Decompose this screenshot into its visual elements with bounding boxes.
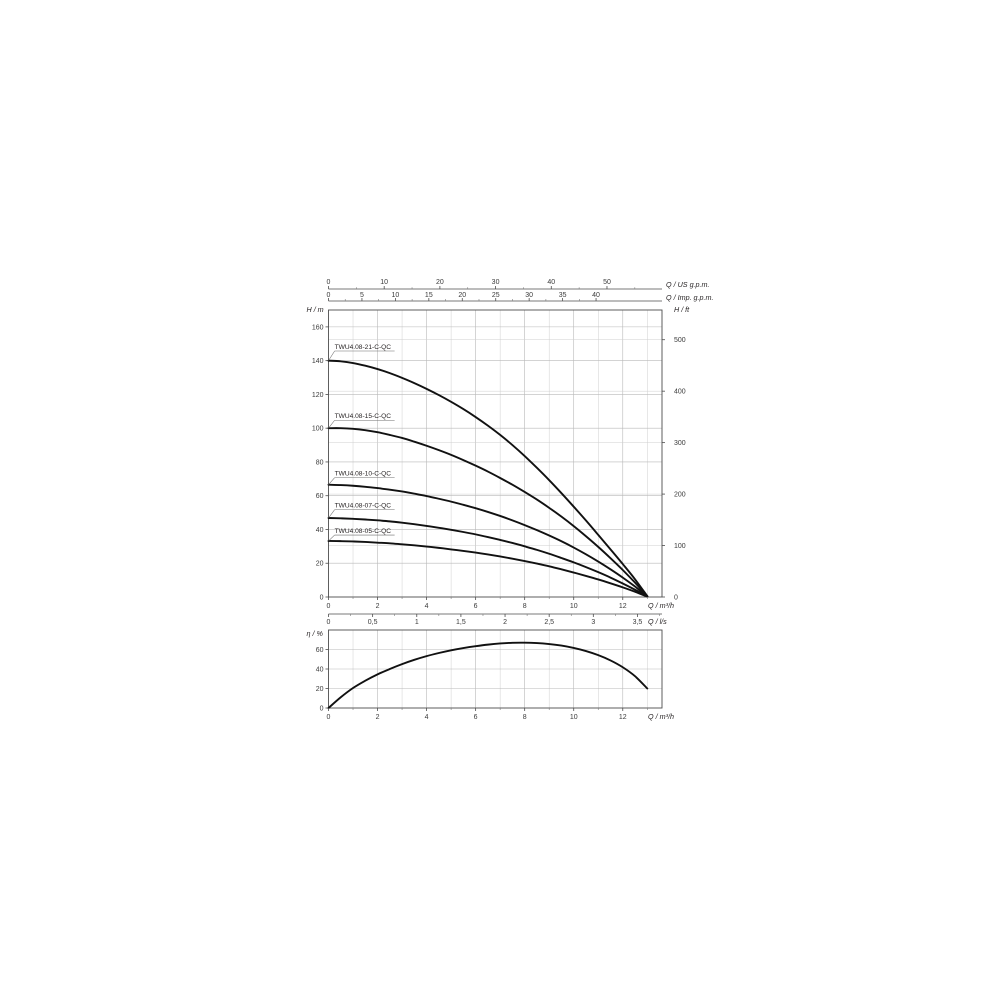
head-bottom-axes: 0 2 4 6 8 10 12 Q / m³/h 0 0,5 1 1,5 2 2,5 3 3,5 Q / l/s <box>327 597 674 626</box>
eff-q-m3h-tick-label: 8 <box>523 714 527 721</box>
eff-q-m3h-tick-label: 2 <box>376 714 380 721</box>
head-right-tick-label: 200 <box>674 491 686 498</box>
head-curve-leader-3 <box>328 477 335 485</box>
head-plot-frame <box>328 309 663 598</box>
q-m3h-tick-label: 2 <box>376 603 380 610</box>
eff-left-tick-label: 20 <box>316 686 324 693</box>
imp-gpm-axis-label: Q / Imp. g.p.m. <box>666 293 714 302</box>
head-curve-leader-1 <box>328 350 335 361</box>
us-gpm-tick-label: 20 <box>436 279 444 286</box>
imp-gpm-tick-label: 25 <box>492 292 500 299</box>
head-right-tick-label: 300 <box>674 440 686 447</box>
eff-left-tick-label: 60 <box>316 647 324 654</box>
head-right-tick-label: 500 <box>674 337 686 344</box>
q-m3h-tick-label: 12 <box>619 603 627 610</box>
head-curve-label-1: TWU4.08-21-C-QC <box>335 344 392 351</box>
head-curve-3 <box>327 483 649 598</box>
eff-q-m3h-tick-label: 6 <box>474 714 478 721</box>
us-gpm-tick-label: 40 <box>547 279 555 286</box>
q-m3h-tick-label: 6 <box>474 603 478 610</box>
q-m3h-tick-label: 8 <box>523 603 527 610</box>
eff-left-axis-label: η / % <box>307 629 324 638</box>
head-left-tick-label: 60 <box>316 493 324 500</box>
head-curve-label-2: TWU4.08-15-C-QC <box>335 413 392 420</box>
q-ls-axis-label: Q / l/s <box>648 617 667 626</box>
q-m3h-tick-label: 10 <box>570 603 578 610</box>
us-gpm-axis-label: Q / US g.p.m. <box>666 280 710 289</box>
q-ls-tick-label: 1,5 <box>456 619 466 626</box>
imp-gpm-tick-label: 20 <box>458 292 466 299</box>
eff-q-m3h-axis-label: Q / m³/h <box>648 712 674 721</box>
imp-gpm-tick-label: 15 <box>425 292 433 299</box>
head-left-axis-label: H / m <box>307 305 324 314</box>
imp-gpm-tick-label: 10 <box>391 292 399 299</box>
head-right-tick-label: 100 <box>674 543 686 550</box>
q-m3h-axis-label: Q / m³/h <box>648 601 674 610</box>
q-ls-tick-label: 2 <box>503 619 507 626</box>
head-chart: H / m 0 20 40 60 80 100 120 140 160 H / ft 0 100 200 3… <box>307 305 691 601</box>
head-curve-leader-4 <box>328 509 335 519</box>
eff-q-m3h-tick-label: 4 <box>425 714 429 721</box>
head-curve-label-5: TWU4.08-05-C-QC <box>335 528 392 535</box>
head-left-tick-label: 80 <box>316 459 324 466</box>
head-left-tick-label: 100 <box>312 426 324 433</box>
efficiency-curve <box>327 641 649 709</box>
us-gpm-tick-label: 30 <box>492 279 500 286</box>
imp-gpm-tick-label: 35 <box>559 292 567 299</box>
head-curve-2 <box>327 427 649 598</box>
eff-left-tick-label: 0 <box>320 705 324 712</box>
us-gpm-tick-label: 50 <box>603 279 611 286</box>
q-ls-tick-label: 0,5 <box>368 619 378 626</box>
head-curve-4 <box>327 517 649 598</box>
q-ls-tick-label: 0 <box>327 619 331 626</box>
head-left-tick-label: 40 <box>316 527 324 534</box>
imp-gpm-tick-label: 5 <box>360 292 364 299</box>
imp-gpm-tick-label: 30 <box>525 292 533 299</box>
imp-gpm-tick-label: 40 <box>592 292 600 299</box>
head-curve-1 <box>327 359 649 598</box>
head-left-tick-label: 0 <box>320 594 324 601</box>
head-right-tick-label: 0 <box>674 594 678 601</box>
q-m3h-tick-label: 4 <box>425 603 429 610</box>
head-curve-label-3: TWU4.08-10-C-QC <box>335 470 392 477</box>
eff-q-m3h-tick-label: 0 <box>327 714 331 721</box>
head-left-tick-label: 120 <box>312 392 324 399</box>
head-curve-label-4: TWU4.08-07-C-QC <box>335 503 392 510</box>
q-m3h-tick-label: 0 <box>327 603 331 610</box>
head-right-tick-label: 400 <box>674 389 686 396</box>
head-left-tick-label: 160 <box>312 324 324 331</box>
head-right-axis-label: H / ft <box>674 305 690 314</box>
head-left-tick-label: 20 <box>316 561 324 568</box>
us-gpm-tick-label: 10 <box>380 279 388 286</box>
eff-q-m3h-tick-label: 10 <box>570 714 578 721</box>
head-curve-leader-2 <box>328 420 335 429</box>
top-axes: 0 10 20 30 40 50 Q / US g.p.m.0 5 10 15 20 25 30 35 40… <box>327 279 714 302</box>
q-ls-tick-label: 2,5 <box>544 619 554 626</box>
head-curve-leader-5 <box>328 534 335 542</box>
q-ls-tick-label: 3 <box>591 619 595 626</box>
eff-left-tick-label: 40 <box>316 666 324 673</box>
q-ls-tick-label: 1 <box>415 619 419 626</box>
head-left-tick-label: 140 <box>312 358 324 365</box>
eff-q-m3h-tick-label: 12 <box>619 714 627 721</box>
imp-gpm-tick-label: 0 <box>327 292 331 299</box>
efficiency-chart: η / % 0 20 40 60 0 2 4 6 8 10 12 Q / m³/h <box>307 629 674 721</box>
q-ls-tick-label: 3,5 <box>633 619 643 626</box>
us-gpm-tick-label: 0 <box>327 279 331 286</box>
head-curve-5 <box>327 540 649 598</box>
